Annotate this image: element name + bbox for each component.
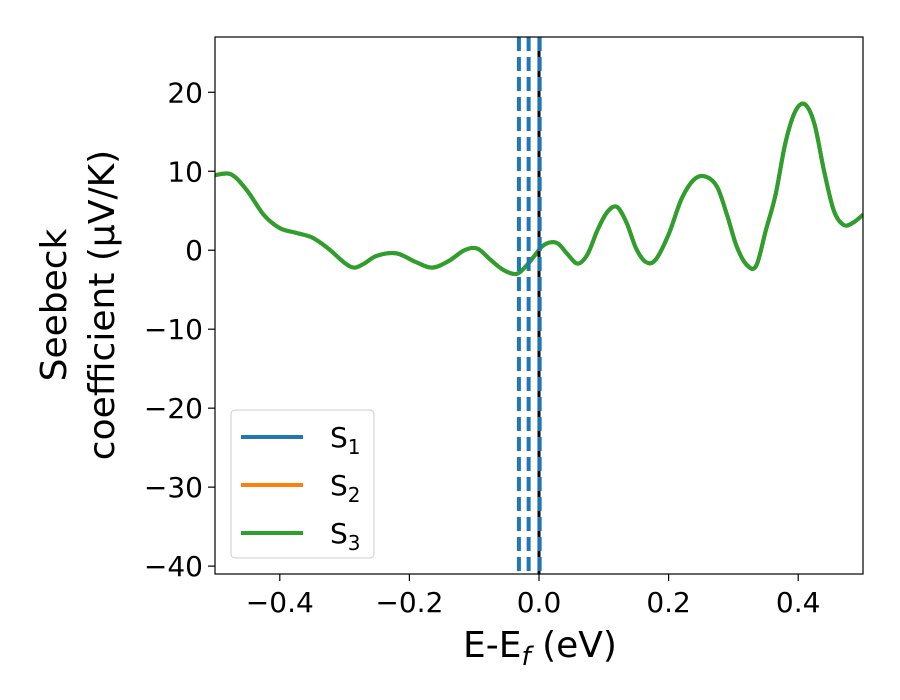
y-tick-label: −20 — [144, 392, 203, 425]
y-tick-label: −30 — [144, 471, 203, 504]
x-tick-label: 0.4 — [776, 586, 821, 619]
series-line-s3 — [215, 101, 863, 277]
y-tick-label: −10 — [144, 313, 203, 346]
y-tick-label: −40 — [144, 550, 203, 583]
y-tick-label: 10 — [167, 155, 203, 188]
y-tick-label: 0 — [185, 234, 203, 267]
y-axis-label-line1: Seebeck — [34, 228, 75, 381]
x-tick-label: 0.2 — [646, 586, 691, 619]
plot-clip-group — [215, 37, 863, 574]
x-tick-label: −0.4 — [246, 586, 314, 619]
x-axis-label: E-Ef (eV) — [463, 625, 617, 672]
plot-area — [215, 37, 863, 574]
x-axis: −0.4 −0.2 0.0 0.2 0.4 — [246, 574, 821, 619]
legend-label-s2: S2 — [330, 469, 361, 507]
y-axis: −40 −30 −20 −10 0 10 20 — [144, 76, 215, 583]
legend-label-s3: S3 — [330, 517, 361, 555]
y-axis-label-line2: coefficient (μV/K) — [82, 150, 123, 460]
legend-label-s1: S1 — [330, 421, 361, 459]
x-tick-label: 0.0 — [517, 586, 562, 619]
x-tick-label: −0.2 — [375, 586, 443, 619]
y-tick-label: 20 — [167, 76, 203, 109]
legend: S1 S2 S3 — [230, 409, 375, 559]
